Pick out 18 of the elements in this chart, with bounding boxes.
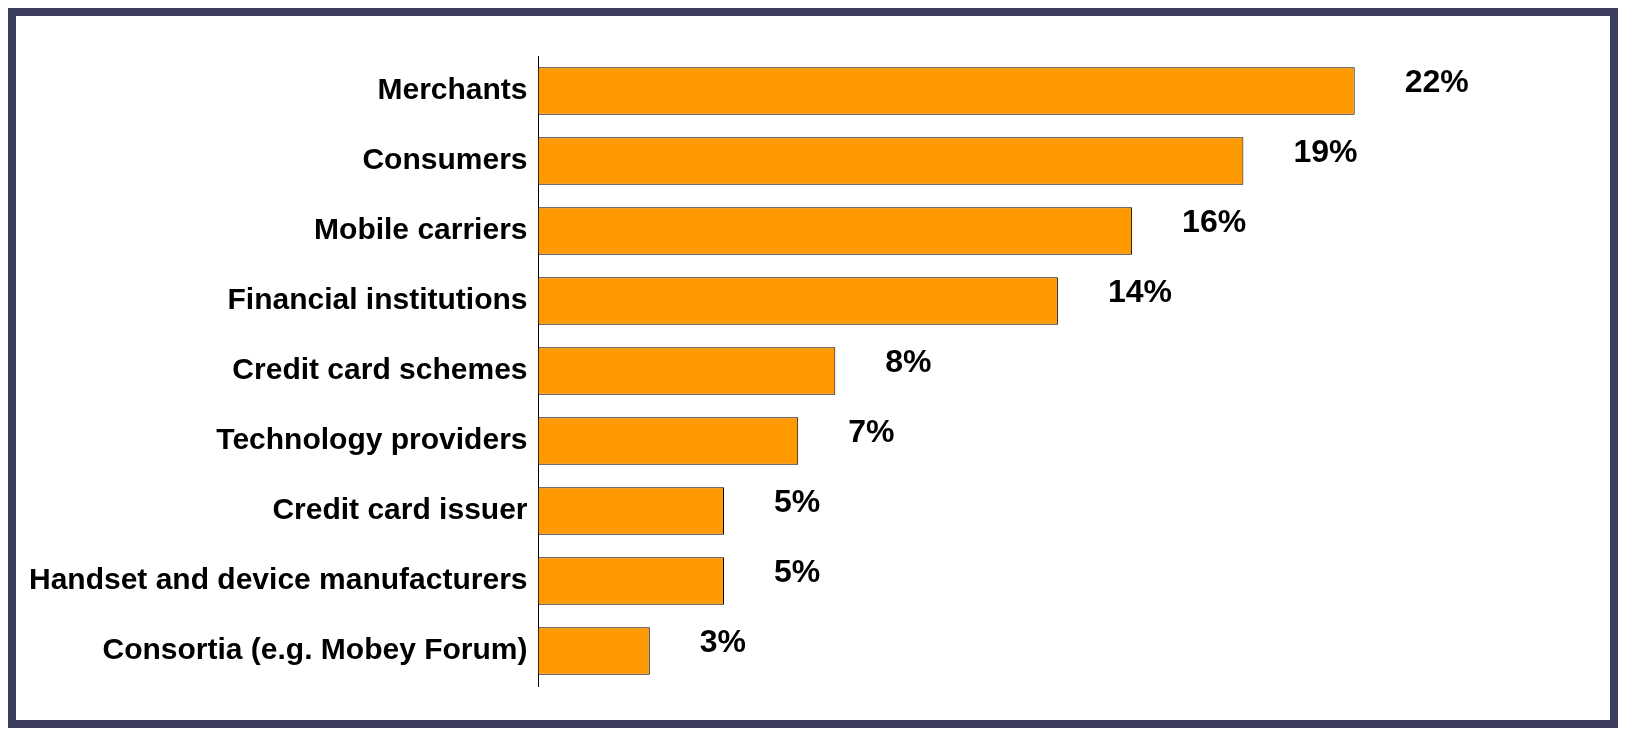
y-tick-label: Consumers — [362, 142, 528, 176]
data-label: 5% — [774, 482, 821, 519]
y-tick-label: Credit card schemes — [232, 352, 528, 386]
y-tick-label: Financial institutions — [227, 282, 528, 316]
data-label: 19% — [1293, 132, 1358, 169]
data-label: 22% — [1404, 62, 1469, 99]
data-label: 3% — [699, 622, 747, 659]
y-tick-label: Merchants — [377, 72, 528, 106]
data-label: 8% — [885, 342, 932, 379]
data-label: 5% — [774, 552, 821, 589]
y-tick-label: Technology providers — [216, 422, 528, 456]
data-label: 7% — [848, 412, 895, 449]
data-label: 16% — [1182, 202, 1247, 239]
y-tick-label: Consortia (e.g. Mobey Forum) — [102, 632, 528, 666]
y-tick-label: Mobile carriers — [314, 212, 528, 246]
y-tick-label: Credit card issuer — [272, 492, 528, 526]
data-label: 14% — [1107, 272, 1172, 309]
y-tick-label: Handset and device manufacturers — [28, 562, 528, 596]
